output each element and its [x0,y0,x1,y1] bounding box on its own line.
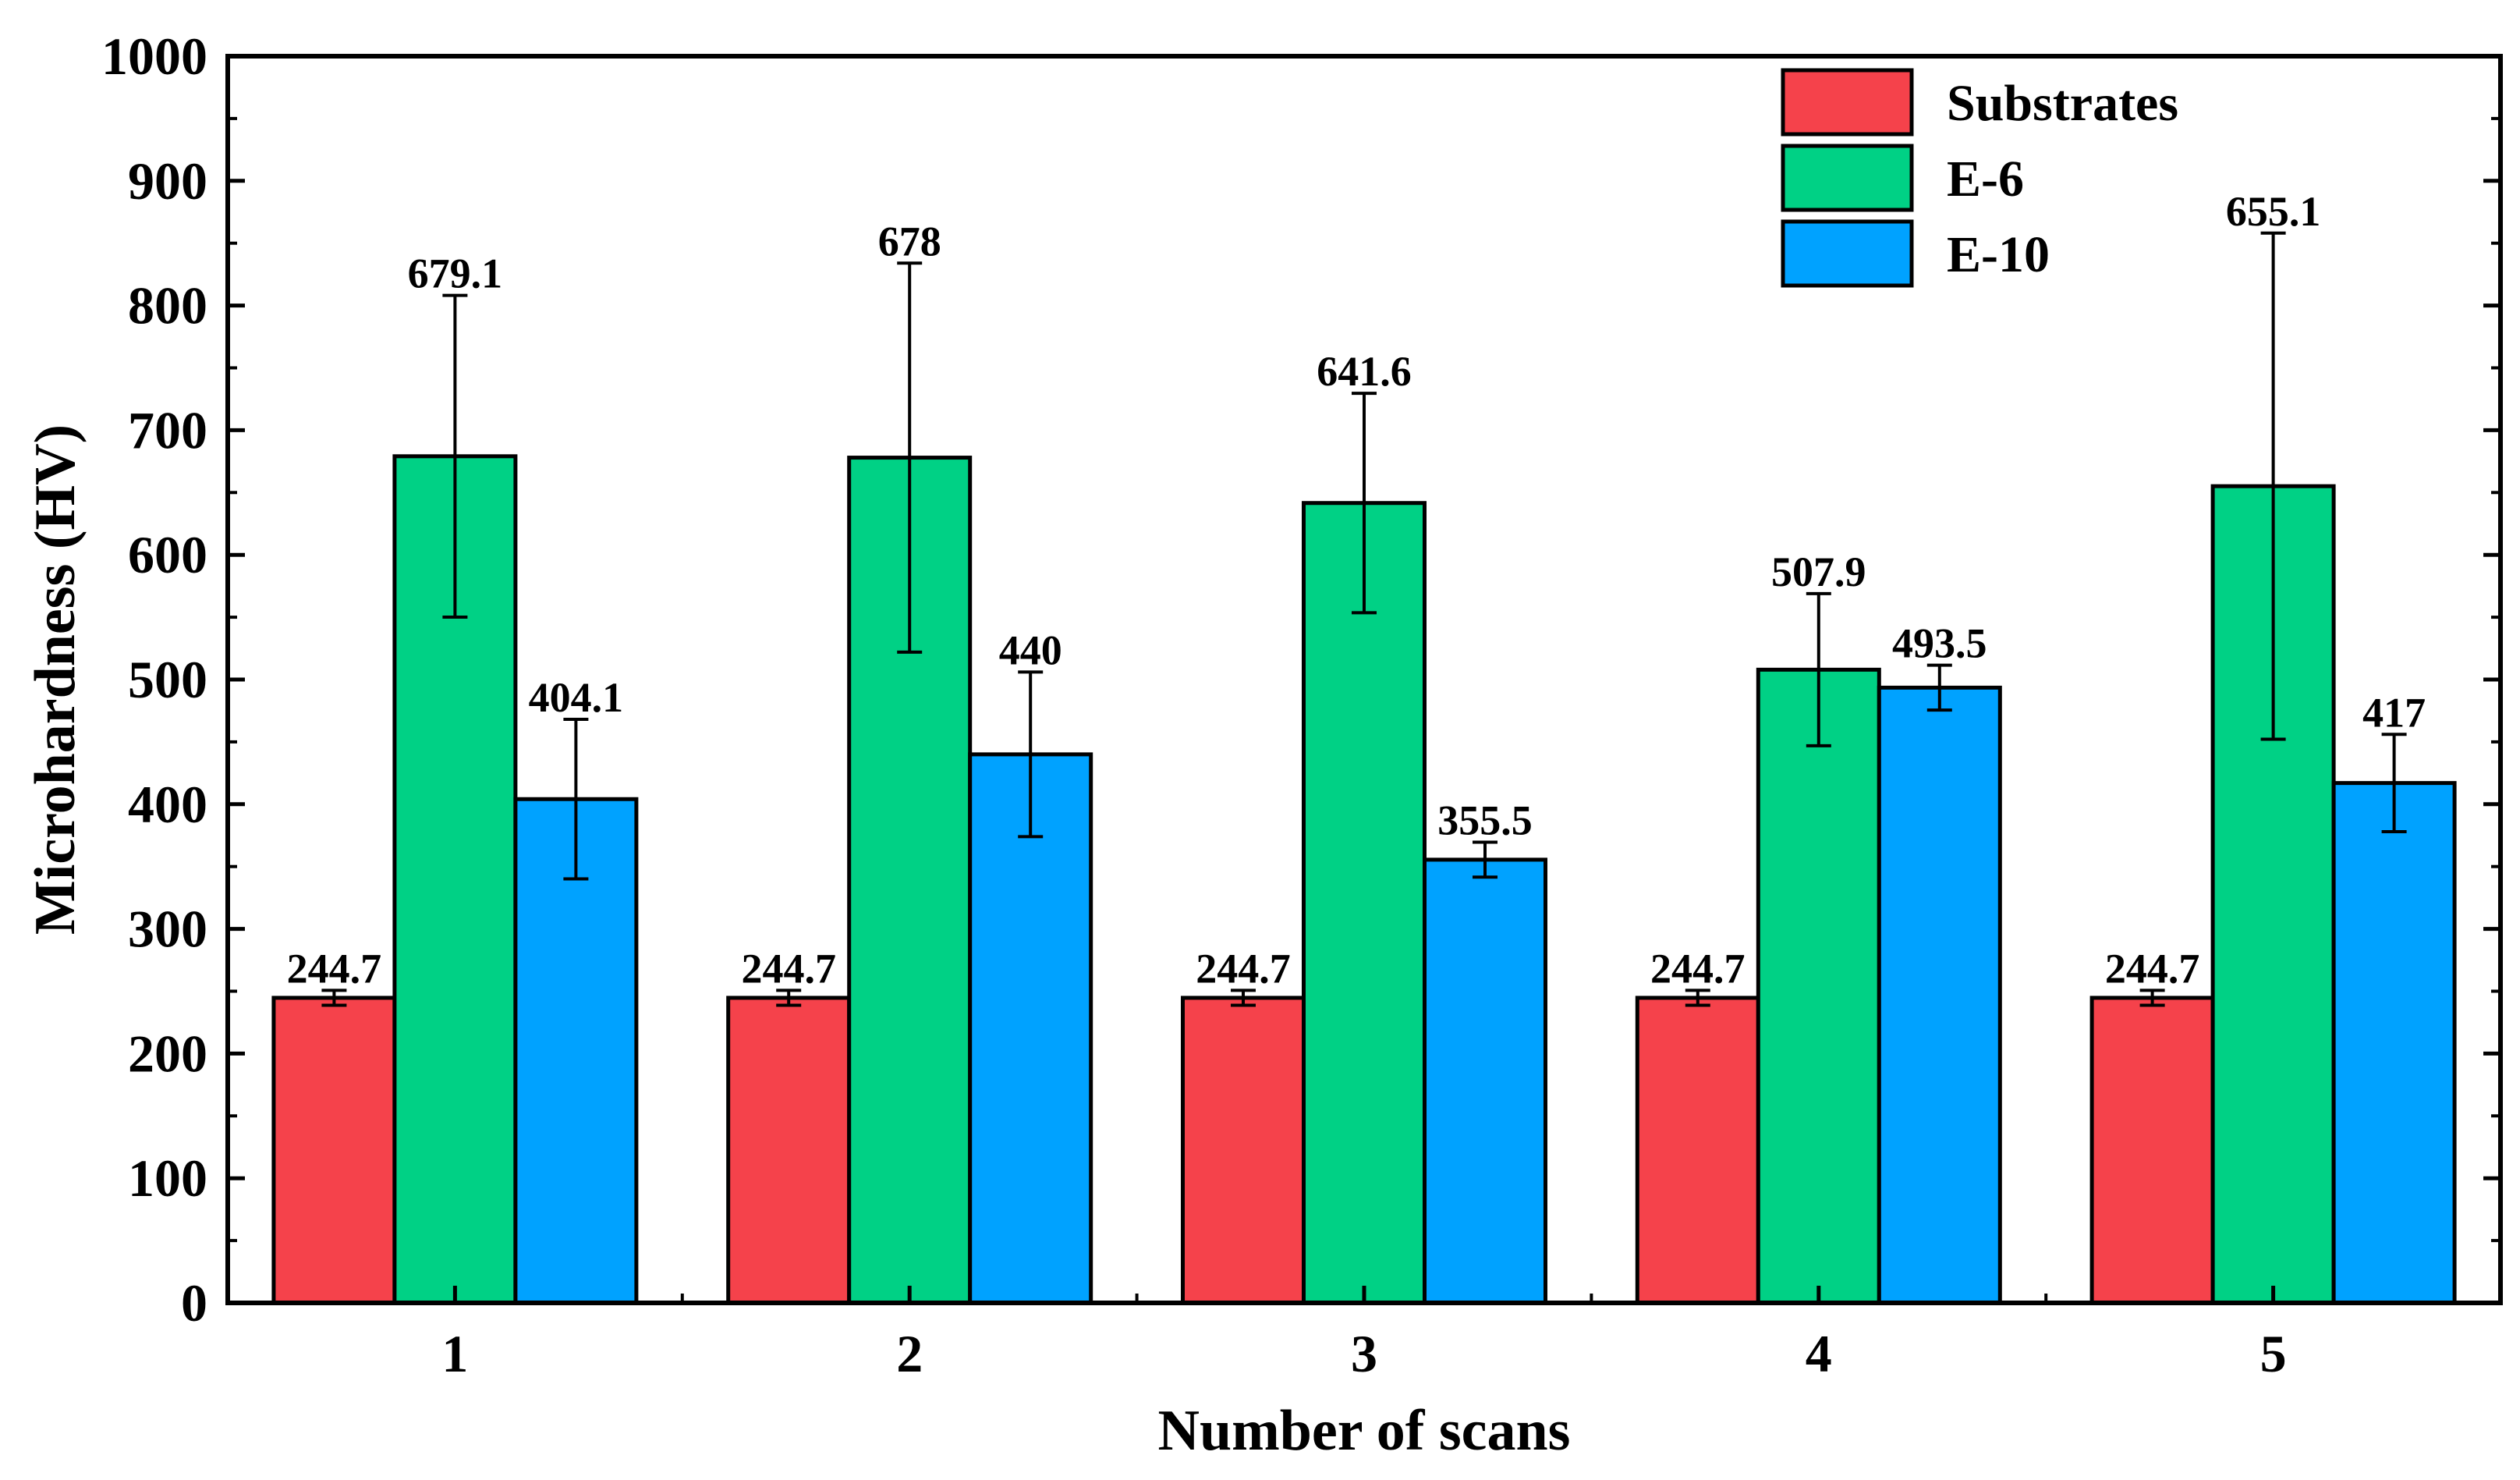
x-axis-title: Number of scans [1158,1399,1571,1463]
x-axis: 1 2 3 4 5 [441,1286,2287,1383]
data-label: 493.5 [1892,620,1987,667]
x-tick-label: 4 [1806,1324,1832,1383]
error-bar [563,717,589,881]
bar-e-10-4 [1877,685,2002,1305]
bar-e-6-4 [1756,667,1881,1305]
data-label: 244.7 [1650,945,1746,992]
error-bar [1018,670,1044,839]
data-label: 244.7 [2105,945,2200,992]
bar-e-10-5 [2331,781,2457,1305]
data-label: 679.1 [408,250,503,297]
bar-e-10-3 [1423,857,1547,1305]
bar-e-10-1 [513,797,639,1305]
data-label: 244.7 [741,945,836,992]
bar-substrates-4 [1635,996,1760,1305]
bar-substrates-3 [1181,996,1306,1305]
x-tick-label: 5 [2260,1324,2287,1383]
data-label: 641.6 [1317,348,1412,395]
legend-label: E-6 [1947,151,2024,208]
data-label: 678 [878,218,941,264]
error-bar [1352,392,1377,615]
y-tick-label: 500 [128,650,207,709]
error-bar [897,261,923,654]
data-label: 244.7 [1196,945,1291,992]
data-label: 440 [999,626,1062,673]
bar-e-10-2 [968,752,1093,1305]
y-tick-label: 200 [128,1024,207,1083]
y-tick-label: 800 [128,276,207,335]
legend-label: Substrates [1947,75,2178,132]
y-tick-label: 400 [128,775,207,834]
error-bar [2260,231,2286,741]
legend: Substrates E-6 E-10 [1781,68,2178,288]
x-tick-label: 2 [896,1324,923,1383]
bar-substrates-5 [2089,996,2215,1305]
error-bar [1473,840,1497,879]
error-bar [1806,591,1831,747]
y-tick-label: 700 [128,400,207,460]
bar-e-6-3 [1302,501,1427,1305]
x-tick-label: 1 [441,1324,468,1383]
x-tick-label: 3 [1351,1324,1377,1383]
error-bar [2381,733,2407,833]
y-tick-label: 1000 [101,27,207,86]
legend-swatch-e-6 [1781,144,1914,212]
y-tick-label: 300 [128,900,207,959]
data-label: 404.1 [529,674,624,721]
data-label: 355.5 [1437,797,1533,844]
error-bar [321,988,347,1007]
legend-label: E-10 [1947,226,2050,283]
data-label: 507.9 [1771,548,1866,595]
data-label: 417 [2362,689,2426,736]
y-tick-label: 0 [181,1273,207,1333]
data-labels-layer: 244.7 244.7 244.7 244.7 244.7 679.1 678 641.6 50… [287,188,2426,992]
data-label: 655.1 [2226,188,2321,235]
error-bar [442,293,468,619]
legend-swatch-substrates [1781,68,1914,137]
y-axis-title: Microhardness (HV) [23,424,87,935]
error-bar [776,988,802,1007]
y-tick-label: 100 [128,1148,207,1208]
y-tick-label: 600 [128,525,207,584]
y-tick-label: 900 [128,151,207,211]
error-bar [1685,988,1710,1007]
error-bars-layer [321,231,2407,1007]
error-bar [2139,988,2165,1007]
bar-substrates-2 [726,996,852,1305]
error-bar [1231,988,1256,1007]
legend-swatch-e-10 [1781,219,1914,288]
y-axis: 0 100 200 300 400 500 600 700 800 900 1000 [101,27,2501,1333]
data-label: 244.7 [287,945,382,992]
error-bar [1926,663,1952,712]
bar-substrates-1 [271,996,397,1305]
